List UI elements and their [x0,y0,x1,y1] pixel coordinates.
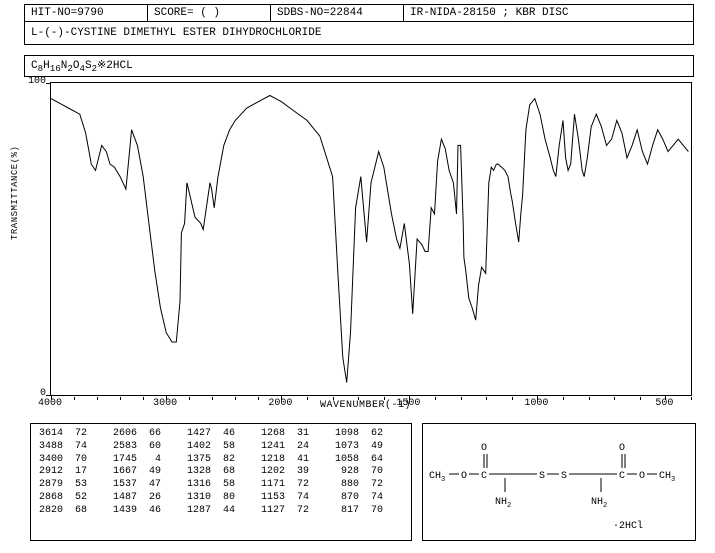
svg-text:CH3: CH3 [659,471,675,484]
compound-name-cell: L-(-)-CYSTINE DIMETHYL ESTER DIHYDROCHLO… [25,22,694,45]
score-cell: SCORE= ( ) [148,5,271,22]
x-tick-label: 1500 [388,398,428,409]
y-axis-label: TRANSMITTANCE(%) [10,146,20,240]
x-tick-label: 4000 [30,398,70,409]
peak-row: 1268 31 [261,428,309,441]
peak-row: 1375 82 [187,454,235,467]
peak-row: 817 70 [335,505,383,518]
peak-row: 1218 41 [261,454,309,467]
peak-row: 1241 24 [261,441,309,454]
peak-row: 2820 68 [39,505,87,518]
peak-row: 2583 60 [113,441,161,454]
ir-cell: IR-NIDA-28150 ; KBR DISC [404,5,694,22]
y-tick-label: 100 [22,76,46,87]
structure-svg: CH3 O C O NH2 S S NH2 C O O CH3 ·2HCl [423,424,695,540]
svg-text:C: C [481,471,487,482]
peak-column: 1427 461402 581375 821328 681316 581310 … [187,428,235,518]
peak-row: 1745 4 [113,454,161,467]
peak-row: 880 72 [335,479,383,492]
svg-text:·2HCl: ·2HCl [613,520,643,532]
bottom-panel: 3614 723488 743400 702912 172879 532868 … [30,423,696,543]
peak-row: 3614 72 [39,428,87,441]
peak-column: 3614 723488 743400 702912 172879 532868 … [39,428,87,518]
peak-row: 1310 80 [187,492,235,505]
peak-row: 2879 53 [39,479,87,492]
peak-row: 1537 47 [113,479,161,492]
svg-text:O: O [481,443,487,454]
peak-row: 2912 17 [39,466,87,479]
page-root: HIT-NO=9790 SCORE= ( ) SDBS-NO=22844 IR-… [0,0,715,553]
x-tick-label: 3000 [145,398,185,409]
svg-text:CH3: CH3 [429,471,445,484]
spectrum-svg [51,83,691,395]
peak-row: 1402 58 [187,441,235,454]
y-tick-label: 0 [22,388,46,399]
peak-row: 1487 26 [113,492,161,505]
svg-text:NH2: NH2 [495,497,511,510]
svg-text:O: O [461,471,467,482]
structure-panel: CH3 O C O NH2 S S NH2 C O O CH3 ·2HCl [422,423,696,541]
peak-row: 1153 74 [261,492,309,505]
header-table-1: HIT-NO=9790 SCORE= ( ) SDBS-NO=22844 IR-… [24,4,694,45]
peak-row: 2606 66 [113,428,161,441]
peak-row: 870 74 [335,492,383,505]
header-table-2: C8H16N2O4S2※2HCL [24,55,694,77]
svg-text:O: O [619,443,625,454]
x-tick-label: 2000 [260,398,300,409]
peak-row: 1316 58 [187,479,235,492]
peak-row: 1328 68 [187,466,235,479]
peak-row: 3400 70 [39,454,87,467]
peak-row: 1171 72 [261,479,309,492]
peak-column: 2606 662583 601745 41667 491537 471487 2… [113,428,161,518]
svg-text:O: O [639,471,645,482]
peak-row: 2868 52 [39,492,87,505]
svg-text:C: C [619,471,625,482]
peak-column: 1098 621073 491058 64 928 70 880 72 870 … [335,428,383,518]
peak-column: 1268 311241 241218 411202 391171 721153 … [261,428,309,518]
peak-row: 1058 64 [335,454,383,467]
x-tick-label: 1000 [516,398,556,409]
sdbs-cell: SDBS-NO=22844 [271,5,404,22]
peak-row: 1287 44 [187,505,235,518]
peak-row: 1202 39 [261,466,309,479]
peak-row: 1127 72 [261,505,309,518]
svg-text:S: S [561,471,567,482]
peak-row: 1098 62 [335,428,383,441]
hit-no-cell: HIT-NO=9790 [25,5,148,22]
peak-row: 1427 46 [187,428,235,441]
formula-cell: C8H16N2O4S2※2HCL [25,56,694,77]
peak-row: 928 70 [335,466,383,479]
peak-row: 1667 49 [113,466,161,479]
spectrum-chart [50,82,692,396]
peak-row: 3488 74 [39,441,87,454]
peak-row: 1073 49 [335,441,383,454]
peak-table: 3614 723488 743400 702912 172879 532868 … [30,423,412,541]
x-tick-label: 500 [644,398,684,409]
header-block: HIT-NO=9790 SCORE= ( ) SDBS-NO=22844 IR-… [24,4,694,77]
peak-row: 1439 46 [113,505,161,518]
svg-text:S: S [539,471,545,482]
svg-text:NH2: NH2 [591,497,607,510]
